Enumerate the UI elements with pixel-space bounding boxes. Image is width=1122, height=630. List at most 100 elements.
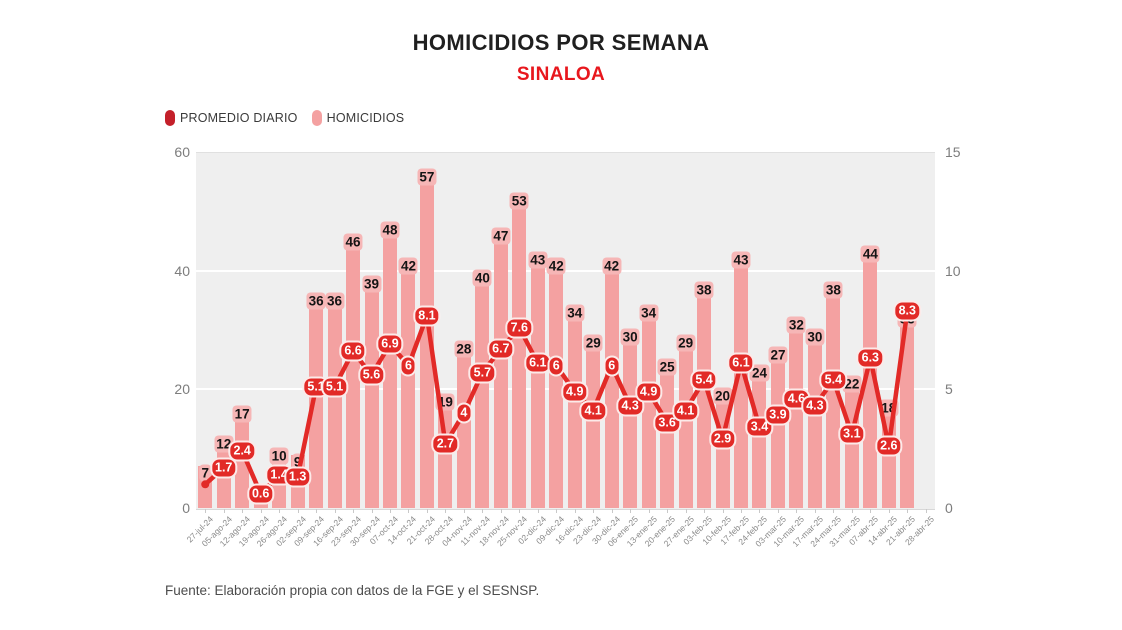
promedio-value-badge: 5.6 — [357, 364, 386, 386]
promedio-value-badge: 6 — [399, 355, 417, 377]
promedio-value-badge: 6.3 — [856, 347, 885, 369]
page-subtitle: SINALOA — [516, 64, 606, 85]
homicidios-bar — [530, 252, 545, 508]
homicidios-bar — [419, 169, 434, 508]
homicidios-bar — [641, 306, 656, 508]
bar-value-label: 36 — [325, 292, 345, 310]
promedio-value-badge: 5.7 — [468, 362, 497, 384]
homicidios-bar — [493, 229, 508, 508]
bar-value-label: 43 — [731, 251, 751, 269]
bar-value-label: 39 — [361, 275, 382, 293]
bar-value-label: 30 — [805, 328, 825, 346]
promedio-value-badge: 6.6 — [339, 340, 367, 362]
homicidios-bar — [475, 270, 490, 508]
promedio-value-badge: 6.1 — [524, 352, 552, 374]
promedio-value-badge: 5.4 — [819, 369, 848, 391]
x-axis-tick — [426, 509, 428, 513]
promedio-value-badge: 7.6 — [505, 317, 534, 339]
bar-value-label: 28 — [454, 340, 474, 358]
x-axis-tick — [630, 509, 632, 513]
y-axis-label-left: 0 — [182, 500, 190, 516]
bar-value-label: 22 — [842, 375, 862, 393]
y-axis-label-left: 40 — [174, 262, 190, 279]
homicidios-bar — [346, 235, 361, 508]
promedio-value-badge: 2.6 — [875, 435, 903, 457]
bar-value-label: 44 — [860, 245, 880, 263]
bar-value-label: 40 — [472, 269, 492, 287]
x-axis-tick — [611, 509, 613, 513]
bar-value-label: 38 — [823, 281, 843, 299]
promedio-value-badge: 8.3 — [893, 300, 921, 322]
legend-label-promedio-diario: PROMEDIO DIARIO — [180, 111, 298, 125]
x-axis-tick — [925, 509, 927, 513]
homicidios-bar — [623, 330, 638, 508]
promedio-diario-line — [201, 307, 912, 498]
promedio-value-badge: 3.1 — [838, 423, 866, 445]
x-axis-tick — [888, 509, 890, 513]
x-axis-tick — [223, 509, 225, 513]
bar-value-label: 57 — [417, 168, 437, 186]
homicidios-bar — [660, 359, 675, 508]
homicidios-bar — [697, 282, 712, 508]
x-axis-tick — [741, 509, 742, 513]
promedio-value-badge: 4.9 — [561, 381, 589, 403]
x-axis-tick — [814, 509, 816, 513]
promedio-value-badge: 6 — [547, 355, 565, 377]
x-axis-tick — [482, 509, 484, 513]
homicidios-bar — [900, 312, 915, 508]
homicidios-bar — [364, 276, 379, 508]
bar-value-label: 42 — [602, 257, 622, 275]
promedio-diario-swatch-icon — [165, 110, 175, 126]
bar-value-label: 7 — [199, 464, 211, 482]
x-axis-tick — [519, 509, 521, 513]
x-axis-tick — [796, 509, 798, 513]
x-axis-tick — [870, 509, 872, 513]
promedio-value-badge: 6.9 — [376, 333, 404, 355]
bar-value-label: 30 — [620, 328, 640, 346]
homicidios-bar — [309, 294, 324, 508]
homicidios-bar — [678, 335, 693, 508]
source-note: Fuente: Elaboración propia con datos de … — [165, 583, 540, 598]
homicidios-bar — [826, 282, 841, 508]
promedio-value-badge: 1.3 — [283, 466, 312, 488]
promedio-value-badge: 2.7 — [431, 433, 460, 455]
bar-value-label: 48 — [380, 221, 400, 239]
homicidios-bar — [512, 193, 527, 508]
x-axis-tick — [389, 509, 391, 513]
promedio-value-badge: 5.1 — [320, 376, 349, 398]
promedio-value-badge: 1.7 — [210, 457, 238, 479]
bar-value-label: 25 — [657, 358, 677, 376]
promedio-value-badge: 0.6 — [246, 483, 275, 505]
x-axis-tick — [297, 509, 299, 513]
bar-value-label: 20 — [713, 387, 733, 405]
x-axis-tick — [408, 509, 410, 513]
x-axis-tick — [205, 509, 207, 513]
homicidios-bar — [401, 258, 416, 508]
promedio-value-badge: 4.3 — [801, 395, 829, 417]
x-axis-tick — [353, 509, 355, 513]
x-axis-tick — [759, 509, 761, 513]
x-axis-tick — [907, 509, 909, 513]
legend-label-homicidios: HOMICIDIOS — [326, 111, 405, 125]
promedio-value-badge: 4.1 — [671, 400, 700, 422]
bar-value-label: 29 — [676, 334, 696, 352]
x-axis-tick — [777, 509, 779, 513]
promedio-value-badge: 4.3 — [616, 395, 644, 417]
y-axis-label-right: 5 — [945, 381, 953, 398]
y-axis-label-right: 15 — [945, 144, 961, 160]
homicidios-bar — [382, 223, 397, 508]
bar-value-label: 27 — [768, 346, 788, 364]
bar-value-label: 32 — [786, 316, 806, 334]
page-title: HOMICIDIOS POR SEMANA — [412, 30, 710, 55]
x-axis-tick — [685, 509, 687, 513]
bar-value-label: 53 — [509, 192, 529, 210]
x-axis-tick — [334, 509, 336, 513]
y-axis-label-left: 60 — [174, 144, 190, 160]
x-axis-tick — [722, 509, 724, 513]
x-axis-tick — [556, 509, 558, 513]
x-axis-tick — [260, 509, 262, 513]
legend: PROMEDIO DIARIO HOMICIDIOS — [165, 110, 404, 126]
promedio-value-badge: 3.9 — [764, 404, 792, 426]
x-axis-tick — [463, 509, 465, 513]
